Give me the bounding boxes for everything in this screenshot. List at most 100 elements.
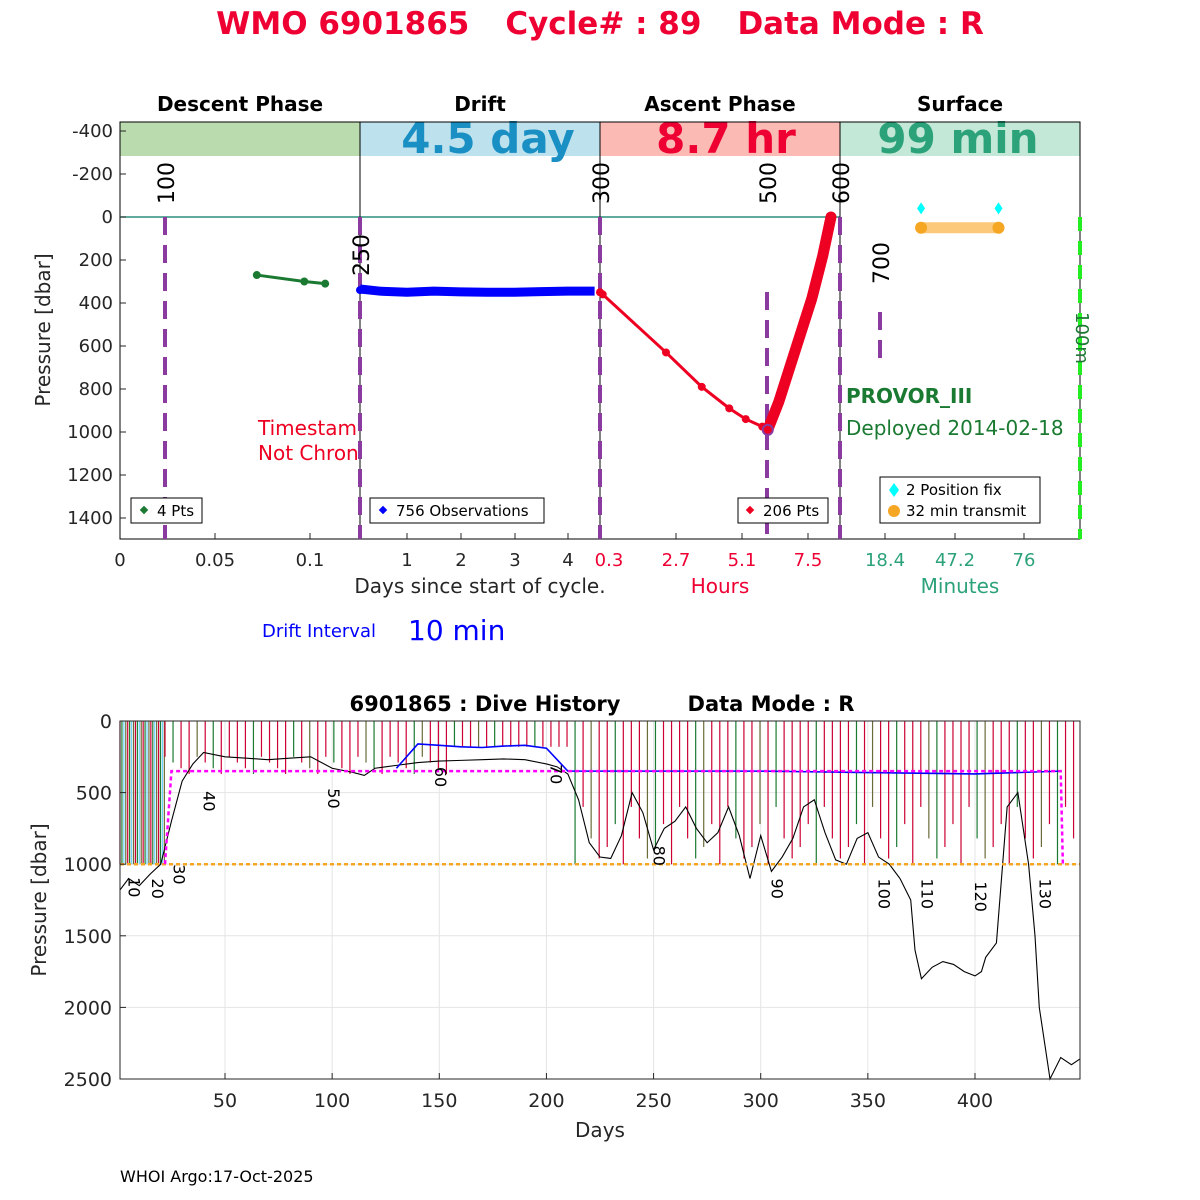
legend-drift-text: 756 Observations: [396, 502, 529, 520]
x-tick-label: 1: [401, 550, 412, 571]
x-tick-label: 0: [114, 550, 125, 571]
marker-label-700: 700: [870, 242, 895, 284]
legend-box: [369, 497, 545, 524]
x-tick-label: 350: [850, 1090, 886, 1112]
ascent-line: [599, 291, 769, 432]
y-tick-label: 200: [79, 250, 113, 271]
x-ticks-descent: 0 0.05 0.1: [114, 550, 324, 571]
dive-history-data-mode: Data Mode : R: [688, 692, 855, 716]
descent-point: [300, 277, 309, 286]
cycle-number-label: 80: [650, 846, 669, 866]
legend-ascent: 206 Pts: [737, 497, 829, 524]
phase-bar-0: [120, 122, 360, 156]
legend-box: [879, 476, 1041, 524]
cycle-number-label: 130: [1035, 879, 1054, 910]
x-ticks-drift: 1 2 3 4: [401, 550, 573, 571]
phase-title-surface: Surface: [917, 92, 1003, 116]
marker-label-300: 300: [590, 162, 615, 204]
marker-label-100: 100: [155, 162, 180, 204]
cycle-number-label: 20: [148, 879, 167, 899]
x-label-minutes: Minutes: [921, 574, 1000, 598]
title-data-mode: Data Mode : R: [737, 6, 984, 42]
y-tick-label: 1400: [67, 508, 113, 529]
marker-label-250: 250: [350, 234, 375, 276]
legend-position-fix-text: 2 Position fix: [906, 481, 1002, 499]
ascent-point: [758, 422, 767, 431]
x-tick-label: 0.3: [595, 550, 624, 571]
marker-label-100m: 100m: [1071, 312, 1092, 364]
drift-pressure-line: [395, 743, 1061, 775]
y-tick-label: 800: [79, 379, 113, 400]
y-tick-label: 0: [100, 711, 112, 733]
dive-history-title: 6901865 : Dive History: [350, 692, 621, 716]
cycle-number-label: 100: [875, 879, 894, 910]
dive-history-axes-frame: [119, 720, 1081, 1080]
x-tick-label: 2.7: [662, 550, 691, 571]
phase-title-ascent: Ascent Phase: [644, 92, 795, 116]
dive-history-ticks: 50 100 150 200 250 300 350 400 0 500 1000 1500 2000 2…: [64, 711, 993, 1112]
dive-history-panel: 6901865 : Dive History Data Mode : R 10 2…: [27, 692, 1081, 1142]
cycle-panel: Descent Phase Drift Ascent Phase Surface…: [31, 92, 1092, 647]
cycle-number-label: 90: [767, 879, 786, 899]
x-tick-label: 150: [421, 1090, 457, 1112]
cycle-number-label: 40: [200, 791, 219, 811]
ascent-point: [697, 382, 706, 391]
position-fix-point: [994, 202, 1003, 215]
position-fix-point: [917, 202, 926, 215]
legend-diamond-icon: [378, 505, 388, 515]
ascent-point: [741, 415, 750, 424]
phase-title-descent: Descent Phase: [157, 92, 323, 116]
phase-bar-3: [840, 122, 1080, 156]
descent-line: [256, 273, 326, 286]
y-tick-label: -200: [72, 164, 113, 185]
x-label-days: Days since start of cycle.: [354, 574, 605, 598]
cycle-number-label: 30: [170, 864, 189, 884]
legend-surface: 2 Position fix 32 min transmit: [879, 476, 1041, 524]
footer-credit: WHOI Argo:17-Oct-2025: [120, 1167, 314, 1186]
cycle-y-label: Pressure [dbar]: [31, 253, 55, 406]
transmit-point: [915, 221, 928, 234]
title-cycle: Cycle# : 89: [505, 6, 701, 42]
legend-descent: 4 Pts: [130, 497, 203, 524]
x-tick-label: 76: [1013, 550, 1036, 571]
phase-title-drift: Drift: [454, 92, 506, 116]
y-tick-label: 500: [76, 783, 112, 805]
cycle-number-label: 120: [971, 881, 990, 912]
figure-title: WMO 6901865 Cycle# : 89 Data Mode : R: [216, 6, 984, 42]
title-wmo: WMO 6901865: [216, 6, 469, 42]
x-tick-label: 7.5: [794, 550, 823, 571]
x-ticks-ascent: 0.3 2.7 5.1 7.5: [595, 550, 823, 571]
x-tick-label: 2: [455, 550, 466, 571]
y-tick-label: 2500: [64, 1069, 112, 1091]
marker-label-600: 600: [830, 162, 855, 204]
y-tick-label: 1200: [67, 465, 113, 486]
phase-bar-2: [600, 122, 840, 156]
legend-descent-text: 4 Pts: [157, 502, 194, 520]
x-ticks-surface: 18.4 47.2 76: [865, 550, 1035, 571]
dive-history-x-label: Days: [575, 1118, 625, 1142]
x-tick-label: 18.4: [865, 550, 905, 571]
drift-duration-value: 4.5 day: [401, 114, 575, 163]
ascent-point: [598, 290, 607, 299]
x-tick-label: 300: [743, 1090, 779, 1112]
y-tick-label: 1000: [64, 854, 112, 876]
x-tick-label: 50: [213, 1090, 237, 1112]
legend-drift: 756 Observations: [369, 497, 545, 524]
phase-bars: [120, 122, 1080, 156]
x-tick-label: 200: [528, 1090, 564, 1112]
y-tick-label: 1000: [67, 422, 113, 443]
legend-diamond-icon: [745, 505, 755, 515]
marker-label-500: 500: [757, 162, 782, 204]
x-tick-label: 3: [509, 550, 520, 571]
transmit-dot-icon: [888, 505, 900, 517]
bathymetry-line: [119, 751, 1081, 1081]
cycle-y-ticks: -400 -200 0 200 400 600 800 1000 1200 1400: [67, 121, 126, 529]
ascent-band-line: [762, 211, 837, 436]
dive-history-series: [119, 721, 1081, 1081]
cycle-number-label: 70: [547, 764, 566, 784]
drift-interval-label: Drift Interval: [262, 621, 376, 642]
ascent-bottom-marker: [761, 423, 774, 436]
legend-transmit-text: 32 min transmit: [906, 502, 1026, 520]
x-tick-label: 4: [562, 550, 573, 571]
